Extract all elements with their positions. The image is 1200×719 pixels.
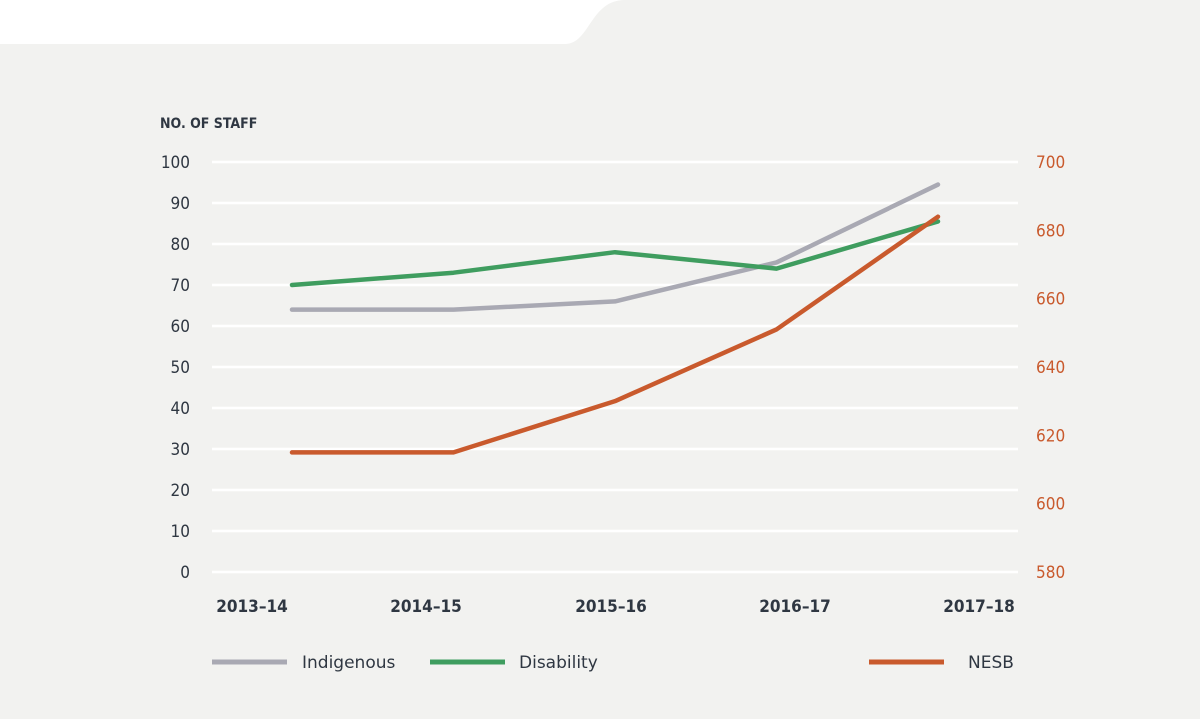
left-tick-label: 10 <box>171 522 190 542</box>
x-tick-label: 2016–17 <box>759 597 831 617</box>
series-lines <box>289 182 941 455</box>
y-axis-title: NO. OF STAFF <box>160 116 257 132</box>
right-axis-ticks: 700 680 660 640 620 600 580 <box>1036 153 1065 583</box>
left-tick-label: 90 <box>171 194 190 214</box>
left-tick-label: 30 <box>171 440 190 460</box>
left-tick-label: 100 <box>161 153 190 173</box>
x-tick-label: 2015–16 <box>575 597 647 617</box>
left-tick-label: 40 <box>171 399 190 419</box>
right-tick-label: 640 <box>1036 358 1065 378</box>
left-tick-label: 60 <box>171 317 190 337</box>
x-tick-label: 2014–15 <box>390 597 462 617</box>
right-tick-label: 660 <box>1036 290 1065 310</box>
left-tick-label: 80 <box>171 235 190 255</box>
legend-label-nesb: NESB <box>968 653 1014 673</box>
right-tick-label: 700 <box>1036 153 1065 173</box>
x-tick-label: 2013–14 <box>216 597 288 617</box>
right-tick-label: 680 <box>1036 221 1065 241</box>
left-tick-label: 70 <box>171 276 190 296</box>
x-axis-ticks: 2013–14 2014–15 2015–16 2016–17 2017–18 <box>216 597 1015 617</box>
left-tick-label: 0 <box>180 563 190 583</box>
x-tick-label: 2017–18 <box>943 597 1015 617</box>
series-line-indigenous <box>289 182 941 312</box>
left-tick-label: 50 <box>171 358 190 378</box>
right-tick-label: 580 <box>1036 563 1065 583</box>
right-tick-label: 620 <box>1036 426 1065 446</box>
left-tick-label: 20 <box>171 481 190 501</box>
grid-lines <box>212 160 1018 574</box>
series-line-nesb <box>289 214 941 455</box>
series-line-disability <box>289 219 941 288</box>
legend-label-indigenous: Indigenous <box>302 653 396 673</box>
legend-label-disability: Disability <box>519 653 598 673</box>
legend: Indigenous Disability NESB <box>212 653 1014 673</box>
right-tick-label: 600 <box>1036 495 1065 515</box>
